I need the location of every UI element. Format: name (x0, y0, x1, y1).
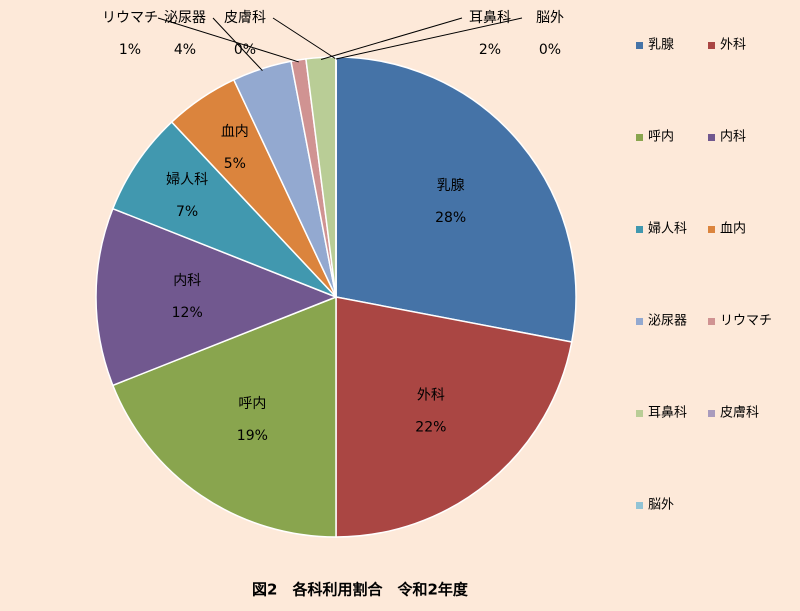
legend-swatch (708, 134, 715, 141)
slice-label: 皮膚科 (224, 10, 266, 26)
legend-swatch (708, 226, 715, 233)
legend-text: 呼内 (648, 129, 674, 145)
slice-label: 泌尿器 (164, 10, 206, 26)
value-label: 28% (435, 210, 466, 226)
slice-label: 婦人科 (166, 171, 208, 188)
value-label: 7% (176, 204, 198, 220)
leader-line (212, 17, 263, 71)
pie-slice (335, 56, 577, 343)
leader-line (335, 17, 523, 60)
legend-swatch (708, 318, 715, 325)
legend-text: 皮膚科 (720, 405, 759, 421)
legend-text: 脳外 (648, 498, 674, 513)
leader-line (157, 17, 299, 63)
legend-text: 耳鼻科 (648, 405, 687, 421)
slice-label: 外科 (417, 388, 445, 404)
pie-slice (335, 296, 573, 538)
value-label: 1% (119, 42, 141, 58)
slice-label: 内科 (173, 273, 201, 289)
slice-label: 乳腺 (437, 178, 465, 194)
legend-text: 内科 (720, 129, 746, 145)
chart-title: 図2 各科利用割合 令和2年度 (252, 581, 469, 599)
legend-swatch (636, 42, 643, 49)
leader-line (272, 17, 337, 60)
leader-line (320, 17, 463, 60)
legend-swatch (636, 226, 643, 233)
value-label: 12% (172, 305, 203, 321)
legend-text: リウマチ (720, 314, 772, 329)
slice-label: 血内 (221, 124, 249, 140)
value-label: 0% (234, 42, 256, 58)
legend-text: 血内 (720, 221, 746, 237)
value-label: 2% (479, 42, 501, 58)
legend-swatch (708, 42, 715, 49)
value-label: 5% (224, 156, 246, 172)
slice-label: 耳鼻科 (469, 9, 511, 26)
legend-swatch (636, 134, 643, 141)
value-label: 4% (174, 42, 196, 58)
pie-slice (111, 295, 337, 538)
value-label: 19% (237, 428, 268, 444)
pie-slice (111, 120, 337, 298)
legend-text: 乳腺 (648, 38, 674, 53)
legend-swatch (636, 410, 643, 417)
slice-label: リウマチ (102, 10, 158, 26)
pie-slice (95, 207, 339, 387)
value-label: 0% (539, 42, 561, 58)
legend-swatch (636, 318, 643, 325)
legend-text: 泌尿器 (648, 314, 687, 329)
legend-swatch (636, 502, 643, 509)
legend-text: 外科 (720, 38, 746, 53)
slice-label: 脳外 (536, 10, 564, 26)
legend-swatch (708, 410, 715, 417)
legend-text: 婦人科 (648, 221, 687, 237)
slice-label: 呼内 (238, 396, 266, 412)
value-label: 22% (415, 420, 446, 436)
